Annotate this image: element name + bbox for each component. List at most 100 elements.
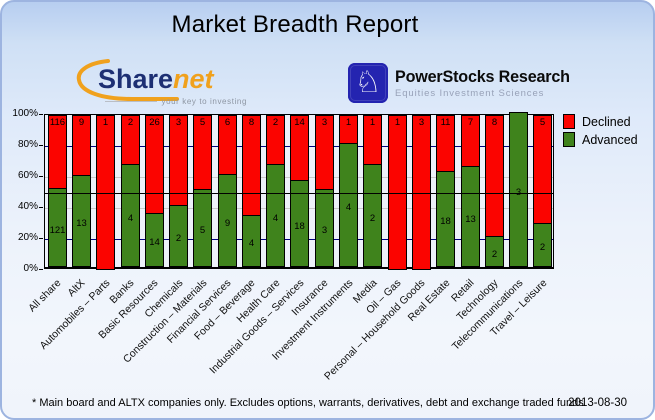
bar-count-declined: 11: [440, 117, 451, 128]
bar-count-declined: 14: [294, 117, 305, 128]
bar-count-declined: 6: [224, 117, 231, 128]
y-axis-tick-mark: [39, 145, 43, 146]
bar-count-declined: 1: [102, 117, 109, 128]
bar-segment-declined: [485, 115, 504, 240]
report-date: 2013-08-30: [568, 397, 627, 409]
bar-segment-advanced: [436, 171, 455, 267]
bar-count-advanced: 3: [509, 187, 528, 198]
y-axis-tick-label: 100%: [12, 108, 38, 119]
bar-count-declined: 1: [394, 117, 401, 128]
sharenet-word-secondary: net: [173, 64, 214, 94]
bar-count-declined: 5: [539, 117, 546, 128]
knight-icon: ♘: [354, 66, 382, 99]
bar-count-advanced: 3: [321, 225, 328, 236]
bar-segment-advanced: [121, 164, 140, 267]
bar-segment-advanced: [315, 189, 334, 267]
y-axis-tick-label: 20%: [17, 232, 38, 243]
chart-legend: Declined Advanced: [563, 114, 638, 150]
bar-count-declined: 2: [127, 117, 134, 128]
advanced-swatch-icon: [563, 132, 575, 147]
bar-count-declined: 8: [491, 117, 498, 128]
bar-count-declined: 2: [272, 117, 279, 128]
fifty-percent-line: [45, 192, 553, 194]
sharenet-swoosh-icon: [76, 59, 179, 101]
bar-segment-declined: [533, 115, 552, 227]
bar-count-advanced: 13: [76, 218, 87, 229]
y-axis-tick-label: 40%: [17, 201, 38, 212]
bar-segment-advanced: [485, 236, 504, 267]
bar-count-advanced: 4: [248, 238, 255, 249]
y-axis-tick-label: 60%: [17, 170, 38, 181]
bar-segment-declined: [169, 115, 188, 209]
bar-count-advanced: 13: [465, 213, 476, 225]
bar-segment-advanced: [218, 174, 237, 267]
bar-segment-advanced: [242, 215, 261, 267]
legend-item-declined: Declined: [563, 114, 638, 129]
y-axis-tick-label: 0%: [23, 263, 38, 274]
y-axis-tick-mark: [39, 269, 43, 270]
bar-segment-advanced: [339, 143, 358, 267]
bar-segment-declined: [145, 115, 164, 217]
legend-label: Advanced: [582, 132, 638, 147]
bar-segment-advanced: [48, 188, 67, 267]
bar-count-advanced: 9: [224, 217, 231, 229]
bar-segment-advanced: [461, 166, 480, 267]
chart-plot: 116 121 9 13 1 2 4 26 14 3 2 5 5 6 9 8 4 2 4 14 18 3 3 1 4 1 2 1 3 11…: [44, 112, 554, 270]
footer-note: * Main board and ALTX companies only. Ex…: [32, 397, 584, 409]
bar-count-advanced: 4: [127, 212, 134, 224]
y-axis-tick-label: 80%: [17, 139, 38, 150]
powerstocks-subtitle: Equities Investment Sciences: [395, 88, 545, 99]
powerstocks-text: PowerStocks Research Equities Investment…: [395, 67, 579, 99]
bar-count-advanced: 2: [491, 248, 498, 260]
bar-segment-advanced: [193, 189, 212, 267]
bar-count-declined: 8: [248, 117, 255, 128]
bar-segment-advanced: [533, 223, 552, 267]
sharenet-word-primary: Share: [98, 64, 174, 94]
bar-count-advanced: 2: [539, 242, 546, 253]
bar-count-advanced: 18: [440, 216, 451, 227]
bar-count-advanced: 2: [369, 212, 376, 224]
tagline-text: your key to investing: [161, 97, 247, 106]
y-axis-tick-mark: [39, 176, 43, 177]
bar-count-advanced: 2: [175, 233, 182, 244]
sharenet-logo: Sharenet your key to investing: [74, 58, 249, 108]
bar-count-declined: 5: [199, 117, 206, 128]
sharenet-wordmark: Sharenet: [98, 64, 214, 95]
bar-count-advanced: 4: [272, 212, 279, 224]
tagline-rule: [105, 101, 158, 102]
powerstocks-badge: ♘: [348, 63, 388, 103]
sharenet-tagline: your key to investing: [105, 97, 247, 106]
bar-count-declined: 116: [49, 117, 66, 128]
bar-segment-advanced: [266, 164, 285, 267]
declined-swatch-icon: [563, 114, 575, 129]
bar-count-declined: 3: [175, 117, 182, 128]
bar-count-declined: 26: [149, 117, 160, 128]
bar-segment-advanced: [363, 164, 382, 267]
bar-count-declined: 9: [78, 117, 85, 128]
bar-count-advanced: 5: [199, 225, 206, 236]
y-axis-tick-mark: [39, 114, 43, 115]
powerstocks-logo: ♘ PowerStocks Research Equities Investme…: [348, 63, 579, 103]
bar-segment-advanced: [169, 205, 188, 267]
bar-count-advanced: 14: [149, 237, 160, 248]
y-axis-tick-mark: [39, 238, 43, 239]
bar-segment-advanced: [145, 213, 164, 267]
bar-segment-advanced: [509, 112, 528, 267]
bar-count-advanced: 4: [345, 202, 352, 213]
bar-count-declined: 3: [418, 117, 425, 128]
bar-count-declined: 1: [345, 117, 352, 128]
bar-count-advanced: 18: [294, 220, 305, 232]
bar-count-declined: 1: [369, 117, 376, 128]
y-axis-tick-mark: [39, 207, 43, 208]
powerstocks-title: PowerStocks Research: [395, 67, 570, 86]
bar-count-declined: 3: [321, 117, 328, 128]
bar-segment-advanced: [72, 175, 91, 267]
bar-count-declined: 7: [467, 117, 474, 128]
legend-label: Declined: [582, 114, 631, 129]
report-title: Market Breadth Report: [171, 11, 419, 38]
bar-count-advanced: 121: [49, 224, 66, 236]
bar-segment-advanced: [290, 180, 309, 267]
bar-segment-declined: [242, 115, 261, 219]
legend-item-advanced: Advanced: [563, 132, 638, 147]
